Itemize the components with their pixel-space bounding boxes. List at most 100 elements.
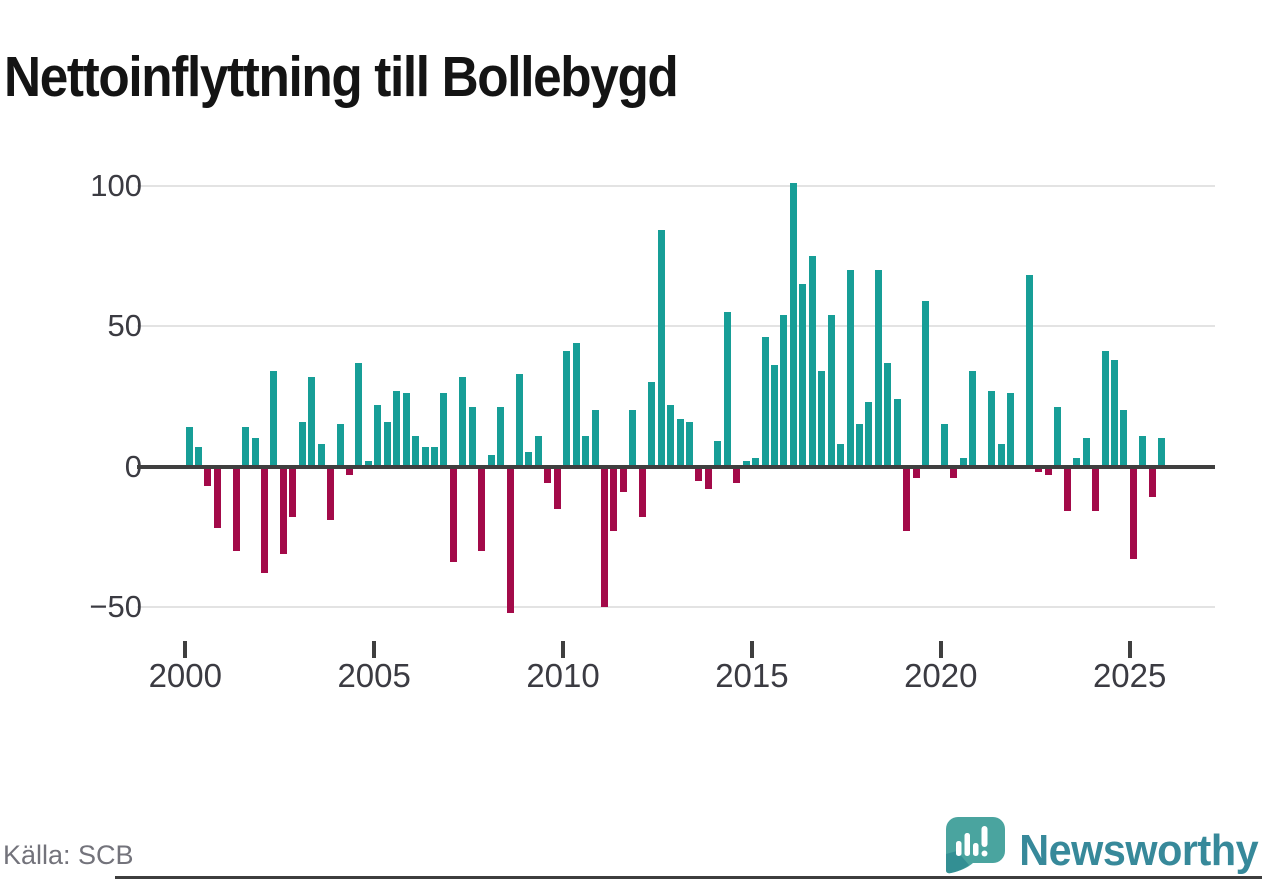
bar-2025-q1 <box>1129 466 1137 560</box>
gridline-y-100 <box>137 184 1215 187</box>
bar-2015-q4 <box>780 314 788 467</box>
bar-2017-q3 <box>846 269 854 467</box>
bar-2000-q2 <box>194 446 202 467</box>
bar-2001-q3 <box>242 427 250 467</box>
y-axis-label-50: 50 <box>107 308 142 343</box>
bar-2014-q3 <box>733 466 741 484</box>
bar-2019-q3 <box>922 300 930 467</box>
bar-2007-q1 <box>449 466 457 563</box>
bar-2002-q3 <box>279 466 287 554</box>
bar-2004-q4 <box>364 460 372 467</box>
bar-2009-q4 <box>553 466 561 509</box>
bar-2001-q2 <box>232 466 240 551</box>
bar-2021-q2 <box>988 390 996 467</box>
bar-2013-q3 <box>695 466 703 481</box>
x-axis-label-2010: 2010 <box>526 657 600 694</box>
x-axis-tick-2015 <box>749 641 754 658</box>
bar-2000-q4 <box>213 466 221 529</box>
bar-2014-q1 <box>714 441 722 467</box>
newsworthy-logo-icon <box>944 816 1006 879</box>
bar-2002-q1 <box>261 466 269 574</box>
bar-2013-q1 <box>676 418 684 467</box>
bar-2016-q2 <box>799 283 807 467</box>
bar-2014-q4 <box>742 460 750 467</box>
bar-2025-q4 <box>1158 438 1166 467</box>
bar-2022-q4 <box>1044 466 1052 475</box>
bar-2008-q3 <box>506 466 514 613</box>
bar-2016-q1 <box>789 182 797 467</box>
bar-2015-q3 <box>771 365 778 467</box>
bar-2018-q2 <box>874 269 882 467</box>
bar-2006-q1 <box>412 435 420 467</box>
bar-2005-q3 <box>393 390 401 467</box>
bar-2024-q2 <box>1101 351 1109 467</box>
bar-2005-q1 <box>374 404 382 467</box>
bar-2009-q2 <box>534 435 542 467</box>
x-axis-label-2015: 2015 <box>715 657 789 694</box>
bar-2017-q1 <box>827 314 835 467</box>
bar-2004-q3 <box>355 362 363 467</box>
bar-2006-q4 <box>440 393 448 467</box>
bar-2025-q2 <box>1139 435 1147 467</box>
bar-2022-q2 <box>1025 275 1033 467</box>
bar-2001-q4 <box>251 438 259 467</box>
gridline-y--50 <box>137 606 1215 608</box>
bar-2012-q1 <box>638 466 646 518</box>
bar-2006-q2 <box>421 446 429 467</box>
bar-2007-q3 <box>468 407 476 467</box>
bar-2011-q4 <box>629 410 637 467</box>
bottom-edge-strip <box>115 876 1262 879</box>
x-axis-zero-line <box>137 464 1215 469</box>
x-axis-tick-2005 <box>372 641 377 658</box>
bar-2024-q1 <box>1092 466 1100 512</box>
bar-2010-q4 <box>591 410 599 467</box>
bar-2010-q3 <box>582 435 590 467</box>
bar-2003-q1 <box>298 421 306 467</box>
bar-2020-q1 <box>940 424 948 467</box>
bar-2002-q4 <box>289 466 297 518</box>
bar-2021-q3 <box>997 444 1005 467</box>
bar-2023-q4 <box>1082 438 1090 467</box>
bar-2003-q3 <box>317 444 325 467</box>
bar-2005-q2 <box>383 421 391 467</box>
bar-2018-q4 <box>893 399 901 467</box>
bar-2016-q3 <box>808 255 816 467</box>
bar-2018-q3 <box>884 362 892 467</box>
bar-2014-q2 <box>723 311 731 467</box>
bar-2020-q2 <box>950 466 958 478</box>
bar-2023-q1 <box>1054 407 1062 467</box>
x-axis-tick-2025 <box>1127 641 1132 658</box>
bar-2011-q3 <box>619 466 627 492</box>
x-axis-label-2005: 2005 <box>337 657 411 694</box>
bar-2017-q4 <box>856 424 863 467</box>
newsworthy-wordmark: Newsworthy <box>1019 826 1258 875</box>
bar-2012-q2 <box>648 382 656 467</box>
bar-2024-q3 <box>1110 359 1118 467</box>
bar-2015-q1 <box>752 458 760 467</box>
bar-2019-q2 <box>912 466 920 478</box>
x-axis-label-2020: 2020 <box>904 657 978 694</box>
bar-2008-q2 <box>497 407 505 467</box>
x-axis-tick-2020 <box>938 641 943 658</box>
bar-2000-q3 <box>204 466 212 487</box>
bar-2000-q1 <box>185 427 193 467</box>
bar-2006-q3 <box>431 446 439 467</box>
bar-2015-q2 <box>761 337 769 467</box>
bar-2007-q2 <box>459 376 467 467</box>
bar-2005-q4 <box>402 393 410 467</box>
gridline-y-50 <box>137 325 1215 327</box>
bar-2023-q3 <box>1073 458 1081 467</box>
bar-2019-q1 <box>903 466 911 532</box>
y-axis-label-100: 100 <box>90 167 142 203</box>
bar-2002-q2 <box>270 370 278 467</box>
bar-2011-q1 <box>601 466 609 607</box>
bar-2008-q4 <box>516 373 524 467</box>
bar-2012-q4 <box>667 404 675 467</box>
x-axis-label-2025: 2025 <box>1092 657 1167 694</box>
bar-2024-q4 <box>1120 410 1128 467</box>
bar-2022-q3 <box>1035 466 1043 473</box>
bar-2009-q3 <box>544 466 552 484</box>
bar-2007-q4 <box>478 466 486 551</box>
y-axis-label-0: 0 <box>124 448 142 484</box>
